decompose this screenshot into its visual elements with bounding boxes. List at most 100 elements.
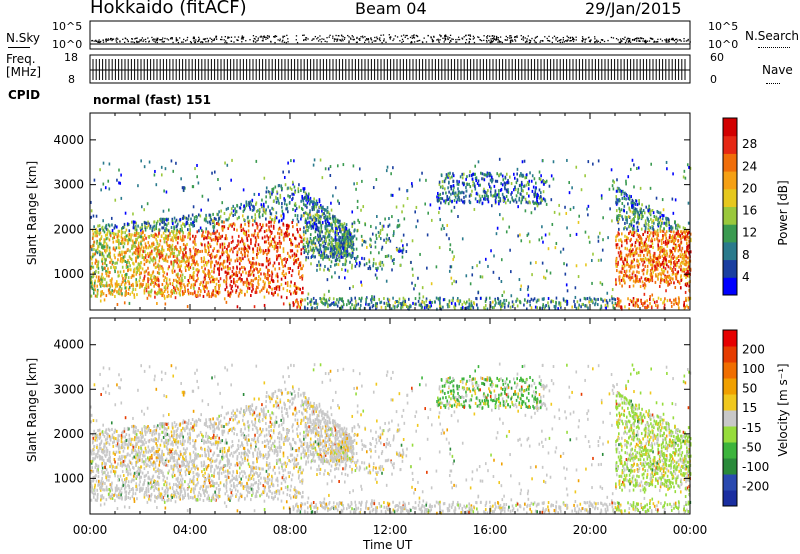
- power-cell: [448, 196, 451, 200]
- nsky-dot: [444, 34, 446, 37]
- power-cell: [672, 270, 674, 274]
- power-cell: [631, 227, 634, 231]
- power-cell: [674, 247, 676, 251]
- freq-tick-top: 18: [64, 51, 78, 64]
- power-cell: [332, 229, 334, 233]
- power-cell: [661, 254, 664, 258]
- power-cell: [102, 276, 104, 280]
- power-cell: [344, 261, 347, 265]
- nsky-dot: [407, 37, 409, 40]
- nsky-dot: [394, 35, 397, 37]
- power-cell: [128, 267, 130, 271]
- power-cell: [439, 192, 442, 196]
- power-cell: [635, 221, 638, 225]
- power-cell: [110, 266, 112, 270]
- nsky-dot: [111, 39, 113, 42]
- nsky-dot: [115, 40, 117, 42]
- power-cell: [211, 279, 214, 283]
- power-cell: [656, 237, 658, 241]
- nsky-dot: [328, 36, 330, 38]
- power-cell: [280, 277, 283, 281]
- nsky-dot: [668, 39, 671, 41]
- power-cell: [119, 253, 122, 257]
- nsky-dot: [175, 40, 178, 42]
- plot-title: Hokkaido (fitACF): [90, 0, 247, 18]
- xaxis-title: Time UT: [363, 538, 413, 552]
- power-cell: [452, 179, 455, 183]
- power-cell: [499, 197, 502, 201]
- power-cell: [236, 285, 239, 289]
- power-cell: [635, 229, 638, 233]
- power-cell: [310, 224, 312, 228]
- power-cell: [269, 261, 271, 265]
- nsky-dot: [230, 40, 232, 42]
- nsky-dot: [452, 38, 454, 41]
- power-cell: [158, 232, 160, 236]
- power-cell: [660, 273, 663, 277]
- power-cell: [179, 260, 181, 264]
- nsky-dot: [670, 38, 673, 41]
- nsky-dot: [102, 41, 105, 43]
- nsky-dot: [455, 38, 457, 41]
- power-cell: [118, 246, 121, 250]
- power-cell: [213, 270, 215, 274]
- nsky-dot: [493, 35, 496, 37]
- power-cell: [261, 198, 263, 202]
- power-cell: [269, 192, 271, 196]
- power-cell: [130, 246, 133, 250]
- power-cell: [627, 196, 630, 200]
- power-cell: [256, 224, 259, 228]
- power-cell: [96, 241, 98, 245]
- power-cell: [336, 229, 338, 233]
- power-cell: [358, 220, 361, 224]
- power-cell: [609, 207, 611, 211]
- power-cell: [329, 216, 332, 220]
- power-cell: [217, 249, 220, 253]
- power-cell: [127, 269, 129, 273]
- power-cell: [319, 254, 322, 258]
- nsky-dot: [437, 40, 440, 42]
- power-cell: [164, 234, 167, 238]
- power-cell: [647, 223, 650, 227]
- power-cell: [631, 206, 634, 210]
- power-cell: [149, 277, 152, 281]
- nave-dotted-line: [766, 83, 780, 84]
- power-cell: [628, 215, 631, 219]
- power-cell: [109, 270, 111, 274]
- power-cell: [650, 217, 652, 221]
- power-cell: [624, 234, 626, 238]
- nsky-dot: [198, 38, 201, 40]
- power-cell: [477, 179, 480, 183]
- power-cell: [240, 290, 243, 294]
- power-cell: [670, 267, 672, 271]
- nsky-dot: [153, 38, 155, 40]
- power-cell: [666, 242, 668, 246]
- power-cell: [622, 262, 625, 266]
- power-cell: [493, 194, 496, 198]
- power-cell: [101, 252, 104, 256]
- power-cell: [670, 258, 672, 262]
- nsky-dot: [553, 35, 556, 37]
- nsky-dot: [135, 37, 137, 39]
- power-cell: [197, 277, 199, 281]
- power-cell: [217, 222, 220, 226]
- power-cell: [663, 221, 666, 225]
- power-cell: [166, 247, 169, 251]
- power-cell: [487, 200, 490, 204]
- power-cell: [299, 263, 302, 267]
- power-cell: [248, 260, 251, 264]
- power-cell: [236, 274, 239, 278]
- nsky-dot: [665, 38, 668, 40]
- nsky-dot: [626, 38, 628, 40]
- power-cell: [121, 237, 124, 241]
- power-cell: [337, 219, 340, 223]
- power-cell: [335, 238, 338, 242]
- power-cell: [148, 293, 150, 297]
- power-cell: [203, 256, 205, 260]
- nsky-dot: [97, 41, 99, 44]
- power-cell: [344, 232, 346, 236]
- power-cell: [133, 274, 135, 278]
- power-cell: [212, 289, 215, 293]
- power-cell: [165, 280, 168, 284]
- nsky-dot: [326, 41, 328, 43]
